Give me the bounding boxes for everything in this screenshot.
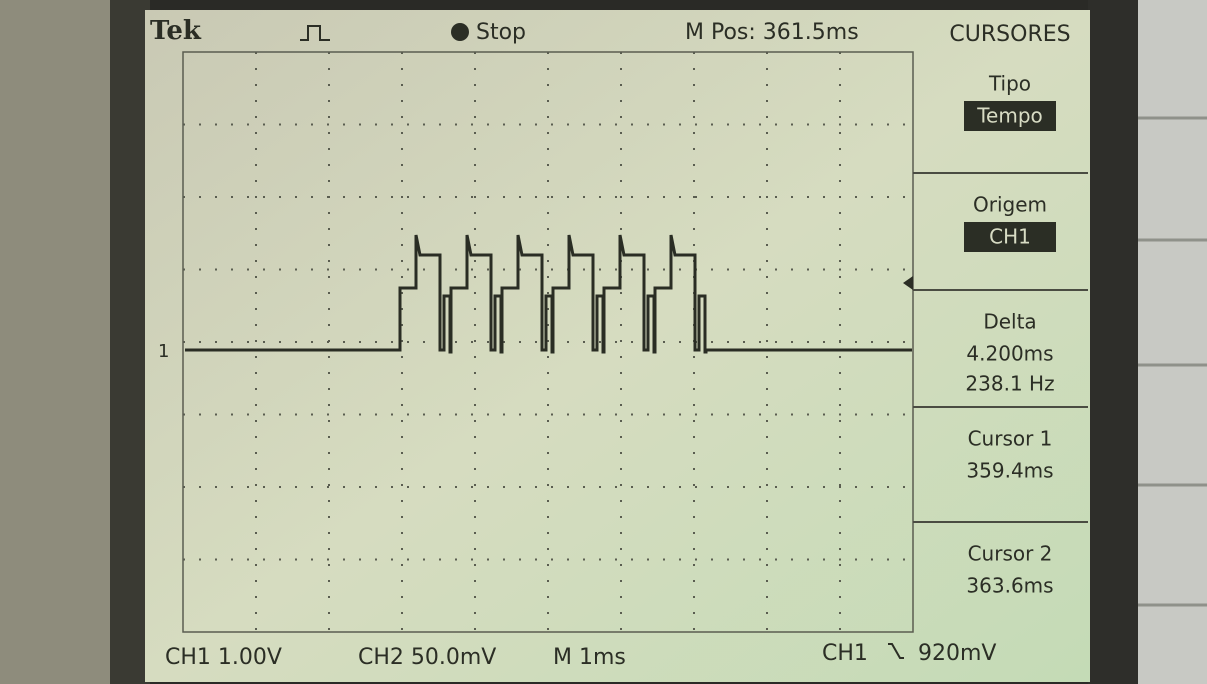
channel-marker: 1 — [158, 341, 169, 362]
menu-line: 359.4ms — [966, 459, 1053, 483]
run-indicator — [451, 23, 469, 41]
ch2-scale: CH2 50.0mV — [358, 645, 496, 670]
menu-line: 363.6ms — [966, 574, 1053, 598]
bezel-edge — [110, 0, 150, 684]
graticule — [182, 51, 914, 633]
ch1-scale: CH1 1.00V — [165, 645, 282, 670]
slope-icon — [888, 643, 904, 659]
waveform — [185, 234, 912, 354]
side-menu: Tipo Tempo Origem CH1 Delta 4.200ms 238.1 Hz Cu… — [964, 72, 1056, 598]
trigger-level: 920mV — [918, 641, 996, 666]
side-buttons — [1138, 0, 1207, 684]
bezel-right — [1088, 0, 1138, 684]
button-gaps — [1138, 116, 1207, 607]
menu-value-box — [964, 101, 1056, 131]
menu-label: Origem — [973, 193, 1047, 217]
trigger-source: CH1 — [822, 641, 868, 666]
brand: Tek — [150, 16, 202, 46]
menu-title: CURSORES — [949, 22, 1070, 47]
menu-label: Delta — [983, 310, 1036, 334]
trigger-status: Stop — [476, 20, 526, 45]
menu-frame — [913, 172, 1088, 523]
menu-line: 238.1 Hz — [965, 372, 1054, 396]
menu-label: Tipo — [988, 72, 1031, 96]
menu-value: CH1 — [989, 225, 1031, 249]
timebase: M 1ms — [553, 645, 626, 670]
bezel-left — [0, 0, 120, 684]
trigger-icon — [300, 25, 330, 41]
position: M Pos: 361.5ms — [685, 20, 859, 45]
menu-label: Cursor 1 — [968, 427, 1053, 451]
menu-value: Tempo — [976, 104, 1043, 128]
menu-value-box — [964, 222, 1056, 252]
menu-label: Cursor 2 — [968, 542, 1053, 566]
trigger-level-marker — [903, 276, 913, 290]
menu-line: 4.200ms — [966, 342, 1053, 366]
screen — [145, 10, 1090, 682]
